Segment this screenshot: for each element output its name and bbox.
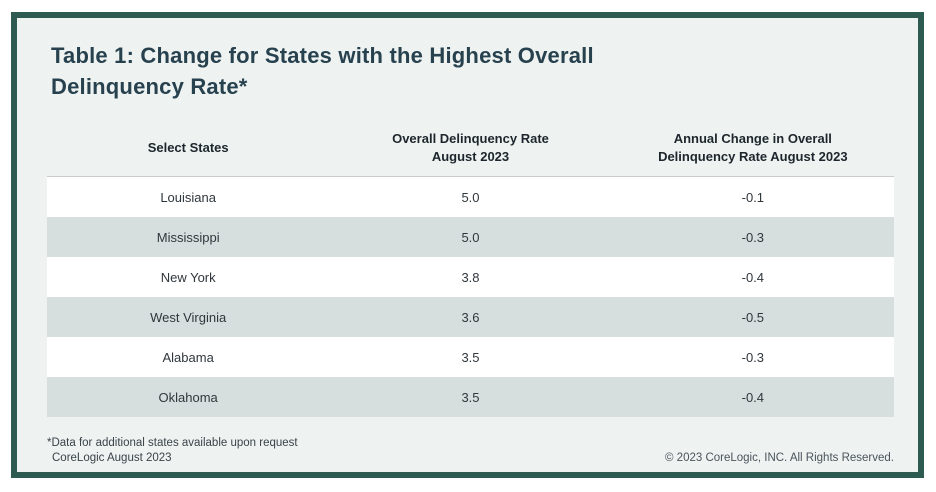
state-cell: West Virginia xyxy=(150,309,227,325)
copyright-notice: © 2023 CoreLogic, INC. All Rights Reserv… xyxy=(665,452,894,464)
table-row: Mississippi 5.0 -0.3 xyxy=(47,217,894,257)
change-cell: -0.1 xyxy=(741,189,765,205)
rate-cell: 3.8 xyxy=(461,269,480,285)
table-body: Louisiana 5.0 -0.1 Mississippi 5.0 -0.3 … xyxy=(47,176,894,417)
table-row: Alabama 3.5 -0.3 xyxy=(47,337,894,377)
rate-cell: 3.6 xyxy=(461,309,480,325)
column-header-select-states: Select States xyxy=(47,120,329,176)
column-header-line: Delinquency Rate August 2023 xyxy=(658,149,848,164)
footnote: *Data for additional states available up… xyxy=(47,436,298,466)
table-footer: *Data for additional states available up… xyxy=(47,436,894,466)
change-cell: -0.4 xyxy=(741,389,765,405)
column-header-line: August 2023 xyxy=(431,149,510,164)
table-row: West Virginia 3.6 -0.5 xyxy=(47,297,894,337)
state-cell: New York xyxy=(160,269,216,285)
footnote-line-1: *Data for additional states available up… xyxy=(47,437,298,449)
change-cell: -0.3 xyxy=(741,349,765,365)
rate-cell: 5.0 xyxy=(461,229,480,245)
table-row: New York 3.8 -0.4 xyxy=(47,257,894,297)
table-row: Louisiana 5.0 -0.1 xyxy=(47,177,894,217)
column-header-annual-change: Annual Change in Overall Delinquency Rat… xyxy=(612,120,894,176)
column-header-line: Annual Change in Overall xyxy=(673,131,832,146)
rate-cell: 5.0 xyxy=(461,189,480,205)
column-header-line: Select States xyxy=(147,140,229,155)
rate-cell: 3.5 xyxy=(461,389,480,405)
state-cell: Oklahoma xyxy=(158,389,218,405)
state-cell: Louisiana xyxy=(160,189,216,205)
column-header-line: Overall Delinquency Rate xyxy=(392,131,549,146)
change-cell: -0.5 xyxy=(741,309,765,325)
rate-cell: 3.5 xyxy=(461,349,480,365)
table-header-row: Select States Overall Delinquency Rate A… xyxy=(47,120,894,176)
table-card: Table 1: Change for States with the High… xyxy=(11,12,924,478)
state-cell: Mississippi xyxy=(156,229,220,245)
page-title: Table 1: Change for States with the High… xyxy=(51,43,594,99)
footnote-line-2: CoreLogic August 2023 xyxy=(52,452,172,464)
state-cell: Alabama xyxy=(162,349,214,365)
change-cell: -0.4 xyxy=(741,269,765,285)
column-header-overall-rate: Overall Delinquency Rate August 2023 xyxy=(329,120,611,176)
change-cell: -0.3 xyxy=(741,229,765,245)
table-row: Oklahoma 3.5 -0.4 xyxy=(47,377,894,417)
